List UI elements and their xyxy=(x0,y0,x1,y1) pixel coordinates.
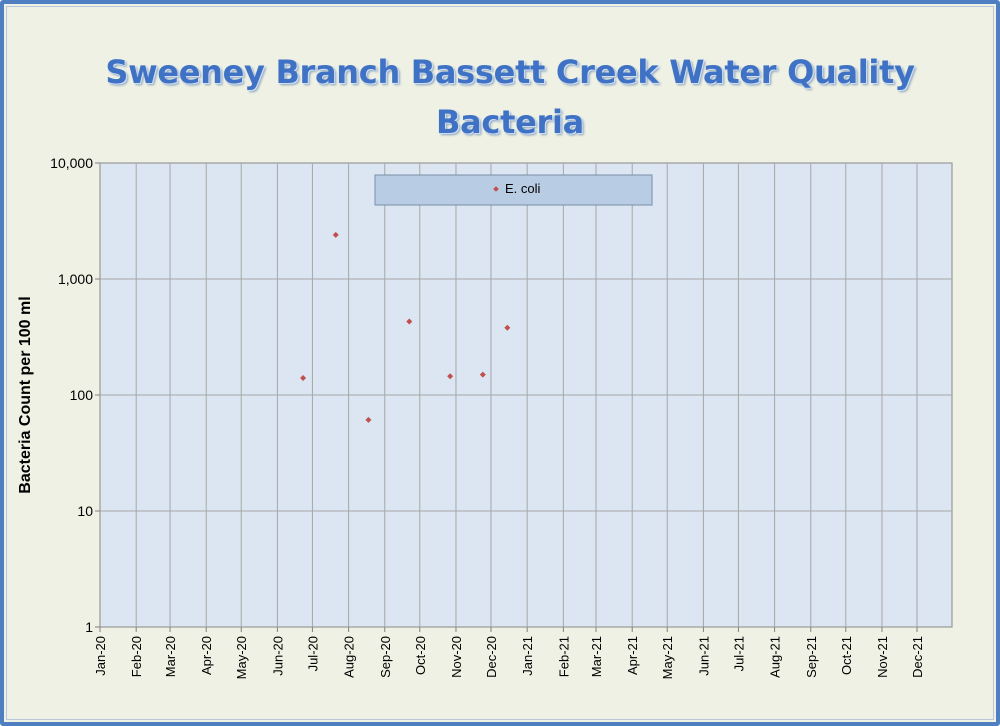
x-tick-label: Jan-20 xyxy=(93,636,108,676)
x-tick-label: Mar-21 xyxy=(589,636,604,677)
data-point xyxy=(479,371,486,378)
x-tick-label: Apr-21 xyxy=(625,636,640,675)
legend-box xyxy=(374,174,653,206)
x-tick-label: Nov-20 xyxy=(449,636,464,678)
x-tick-label: Dec-21 xyxy=(910,636,925,678)
x-tick-label: Sep-21 xyxy=(804,636,819,678)
x-tick-label: Jul-21 xyxy=(731,636,746,671)
x-tick-label: Jan-21 xyxy=(520,636,535,676)
legend-marker xyxy=(493,186,499,192)
chart-subtitle: Bacteria xyxy=(436,103,584,141)
data-point xyxy=(504,324,511,331)
y-tick-label: 100 xyxy=(70,387,94,403)
x-tick-label: Jul-20 xyxy=(305,636,320,671)
y-tick-label: 10 xyxy=(77,503,93,519)
x-tick-label: Aug-20 xyxy=(342,636,357,678)
chart-title: Sweeney Branch Bassett Creek Water Quali… xyxy=(105,53,915,91)
x-tick-label: Aug-21 xyxy=(768,636,783,678)
x-tick-label: Nov-21 xyxy=(875,636,890,678)
x-tick-label: Jun-21 xyxy=(696,636,711,676)
x-tick-label: Sep-20 xyxy=(378,636,393,678)
x-tick-label: Dec-20 xyxy=(484,636,499,678)
x-tick-label: Oct-21 xyxy=(839,636,854,675)
data-point xyxy=(300,375,307,382)
x-tick-label: May-21 xyxy=(660,636,675,679)
y-tick-label: 1,000 xyxy=(58,271,93,287)
y-axis-label: Bacteria Count per 100 ml xyxy=(17,296,34,493)
x-tick-label: Feb-21 xyxy=(556,636,571,677)
data-point xyxy=(365,416,372,423)
data-point xyxy=(447,373,454,380)
data-point xyxy=(406,318,413,325)
x-tick-label: Apr-20 xyxy=(199,636,214,675)
legend-label: E. coli xyxy=(505,181,541,196)
data-point xyxy=(332,231,339,238)
x-tick-label: Mar-20 xyxy=(163,636,178,677)
y-tick-label: 10,000 xyxy=(50,155,93,171)
x-tick-label: Jun-20 xyxy=(270,636,285,676)
y-tick-label: 1 xyxy=(85,619,93,635)
x-tick-label: May-20 xyxy=(234,636,249,679)
x-tick-label: Oct-20 xyxy=(413,636,428,675)
x-tick-label: Feb-20 xyxy=(129,636,144,677)
